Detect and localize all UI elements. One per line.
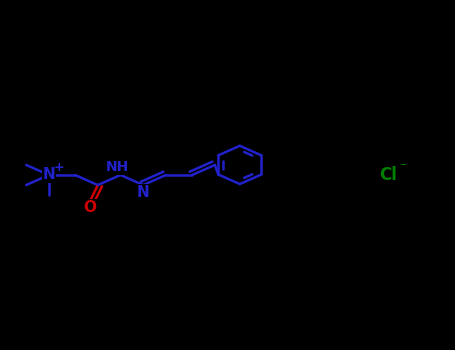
Text: NH: NH	[105, 160, 129, 174]
Text: Cl: Cl	[379, 166, 397, 184]
Text: N: N	[137, 185, 150, 200]
Text: N: N	[42, 168, 55, 182]
Text: +: +	[54, 161, 64, 174]
Text: O: O	[83, 200, 96, 215]
Text: ⁻: ⁻	[399, 162, 406, 175]
